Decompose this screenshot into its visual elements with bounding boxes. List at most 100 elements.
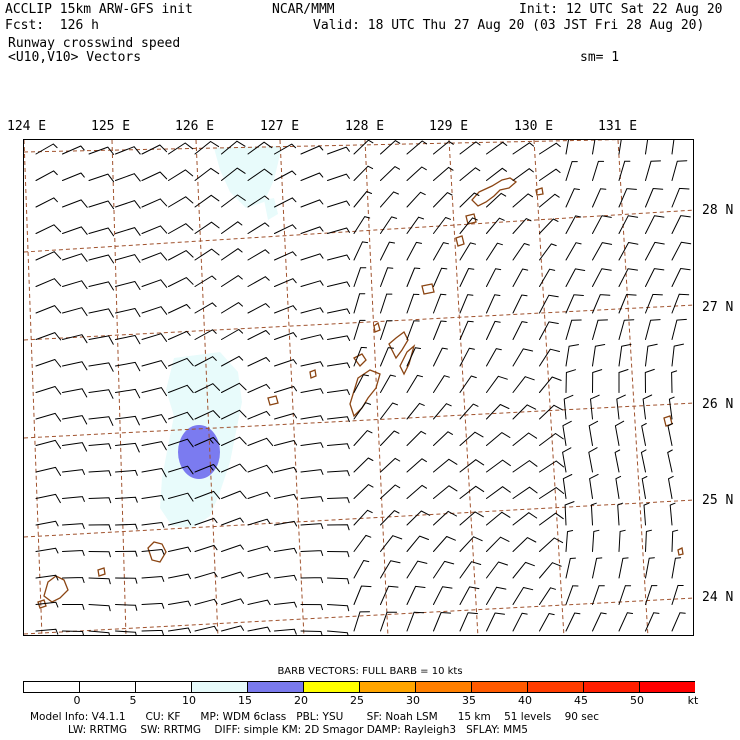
wind-barb [565, 215, 582, 234]
colorbar-label-5: 5 [129, 694, 137, 707]
colorbar-bin [583, 681, 640, 693]
wind-barb [35, 520, 59, 527]
wind-barb [353, 402, 371, 420]
wind-barb [486, 167, 507, 181]
wind-barb [62, 307, 88, 317]
wind-barb [141, 279, 168, 288]
wind-barb [565, 188, 580, 208]
wind-barb [486, 320, 501, 340]
wind-barb [115, 496, 138, 503]
wind-barbs [35, 140, 692, 635]
wind-barb [380, 457, 401, 473]
wind-barb [62, 577, 85, 583]
wind-barb [512, 321, 528, 340]
wind-barb [274, 493, 298, 500]
wind-barb [168, 142, 194, 155]
wind-barb [353, 585, 372, 605]
wind-barb [168, 304, 191, 314]
wind-barb [592, 268, 612, 287]
meridian-line [364, 140, 389, 635]
wind-barb [88, 524, 112, 531]
wind-barb [592, 585, 605, 605]
colorbar-label-20: 20 [294, 694, 308, 707]
wind-barb [221, 517, 244, 526]
wind-barb [459, 536, 483, 552]
wind-barb [618, 242, 639, 261]
wind-barb [565, 319, 582, 340]
wind-barb [406, 293, 420, 314]
colorbar-bin [303, 681, 360, 693]
colorbar-label-35: 35 [462, 694, 476, 707]
wind-barb [141, 198, 168, 208]
wind-barb [35, 332, 62, 341]
wind-barb [486, 586, 507, 605]
wind-barb [592, 369, 603, 393]
wind-barb [353, 430, 373, 446]
wind-barb [459, 167, 481, 181]
wind-barb [115, 604, 138, 611]
colorbar-bin [471, 681, 528, 693]
wind-barb [247, 491, 271, 499]
colorbar-label-15: 15 [238, 694, 252, 707]
wind-barb [247, 303, 270, 314]
meridian-line [533, 140, 565, 635]
wind-barb [115, 388, 141, 399]
wind-barb [247, 330, 270, 340]
wind-barb [353, 560, 370, 579]
wind-barb [618, 140, 622, 155]
wind-barb [406, 374, 423, 393]
wind-barb [168, 223, 194, 234]
wind-barb [274, 278, 297, 287]
wind-barb [194, 598, 218, 605]
wind-barb [274, 170, 297, 181]
wind-barb [459, 586, 480, 605]
wind-barb [406, 611, 425, 632]
wind-barb [115, 415, 140, 426]
wind-barb [592, 242, 613, 261]
wind-barb [645, 612, 660, 632]
wind-barb [380, 510, 400, 526]
wind-barb [667, 422, 674, 446]
wind-barb [668, 475, 674, 499]
wind-barb [115, 469, 138, 476]
wind-barb [512, 460, 538, 473]
wind-barb [115, 146, 141, 155]
wind-barb [671, 557, 682, 579]
wind-barb [592, 612, 607, 632]
wind-barb [115, 308, 141, 318]
wind-barb [353, 484, 374, 499]
wind-barb [433, 403, 452, 420]
wind-barb [433, 485, 458, 499]
wind-barb [88, 254, 115, 264]
wind-barb [562, 420, 572, 446]
wind-barb [327, 281, 351, 287]
wind-barb [327, 200, 350, 208]
wind-barb [645, 293, 663, 314]
wind-barb [592, 188, 607, 208]
wind-barb [353, 457, 374, 473]
wind-barb [115, 630, 137, 635]
wind-barb [141, 495, 165, 501]
wind-barb [671, 241, 692, 261]
valid-time: Valid: 18 UTC Thu 27 Aug 20 (03 JST Fri … [313, 18, 705, 33]
wind-barb [380, 166, 400, 181]
wind-barb [433, 431, 453, 446]
wind-barb [406, 241, 422, 261]
wind-barb [353, 140, 374, 155]
wind-barb [592, 557, 603, 579]
wind-barb [300, 604, 323, 611]
wind-barb [221, 544, 244, 552]
wind-barb [62, 442, 88, 452]
wind-barb [539, 321, 559, 340]
colorbar-label-45: 45 [574, 694, 588, 707]
wind-barb [35, 278, 62, 287]
wind-barb [645, 557, 655, 579]
wind-barb [194, 356, 217, 367]
wind-barb [592, 160, 605, 181]
wind-barb [539, 294, 559, 314]
wind-barb [592, 529, 600, 552]
colorbar-label-25: 25 [350, 694, 364, 707]
model-title: ACCLIP 15km ARW-GFS init [5, 2, 193, 17]
wind-barb [406, 560, 428, 579]
wind-barb [618, 268, 638, 287]
